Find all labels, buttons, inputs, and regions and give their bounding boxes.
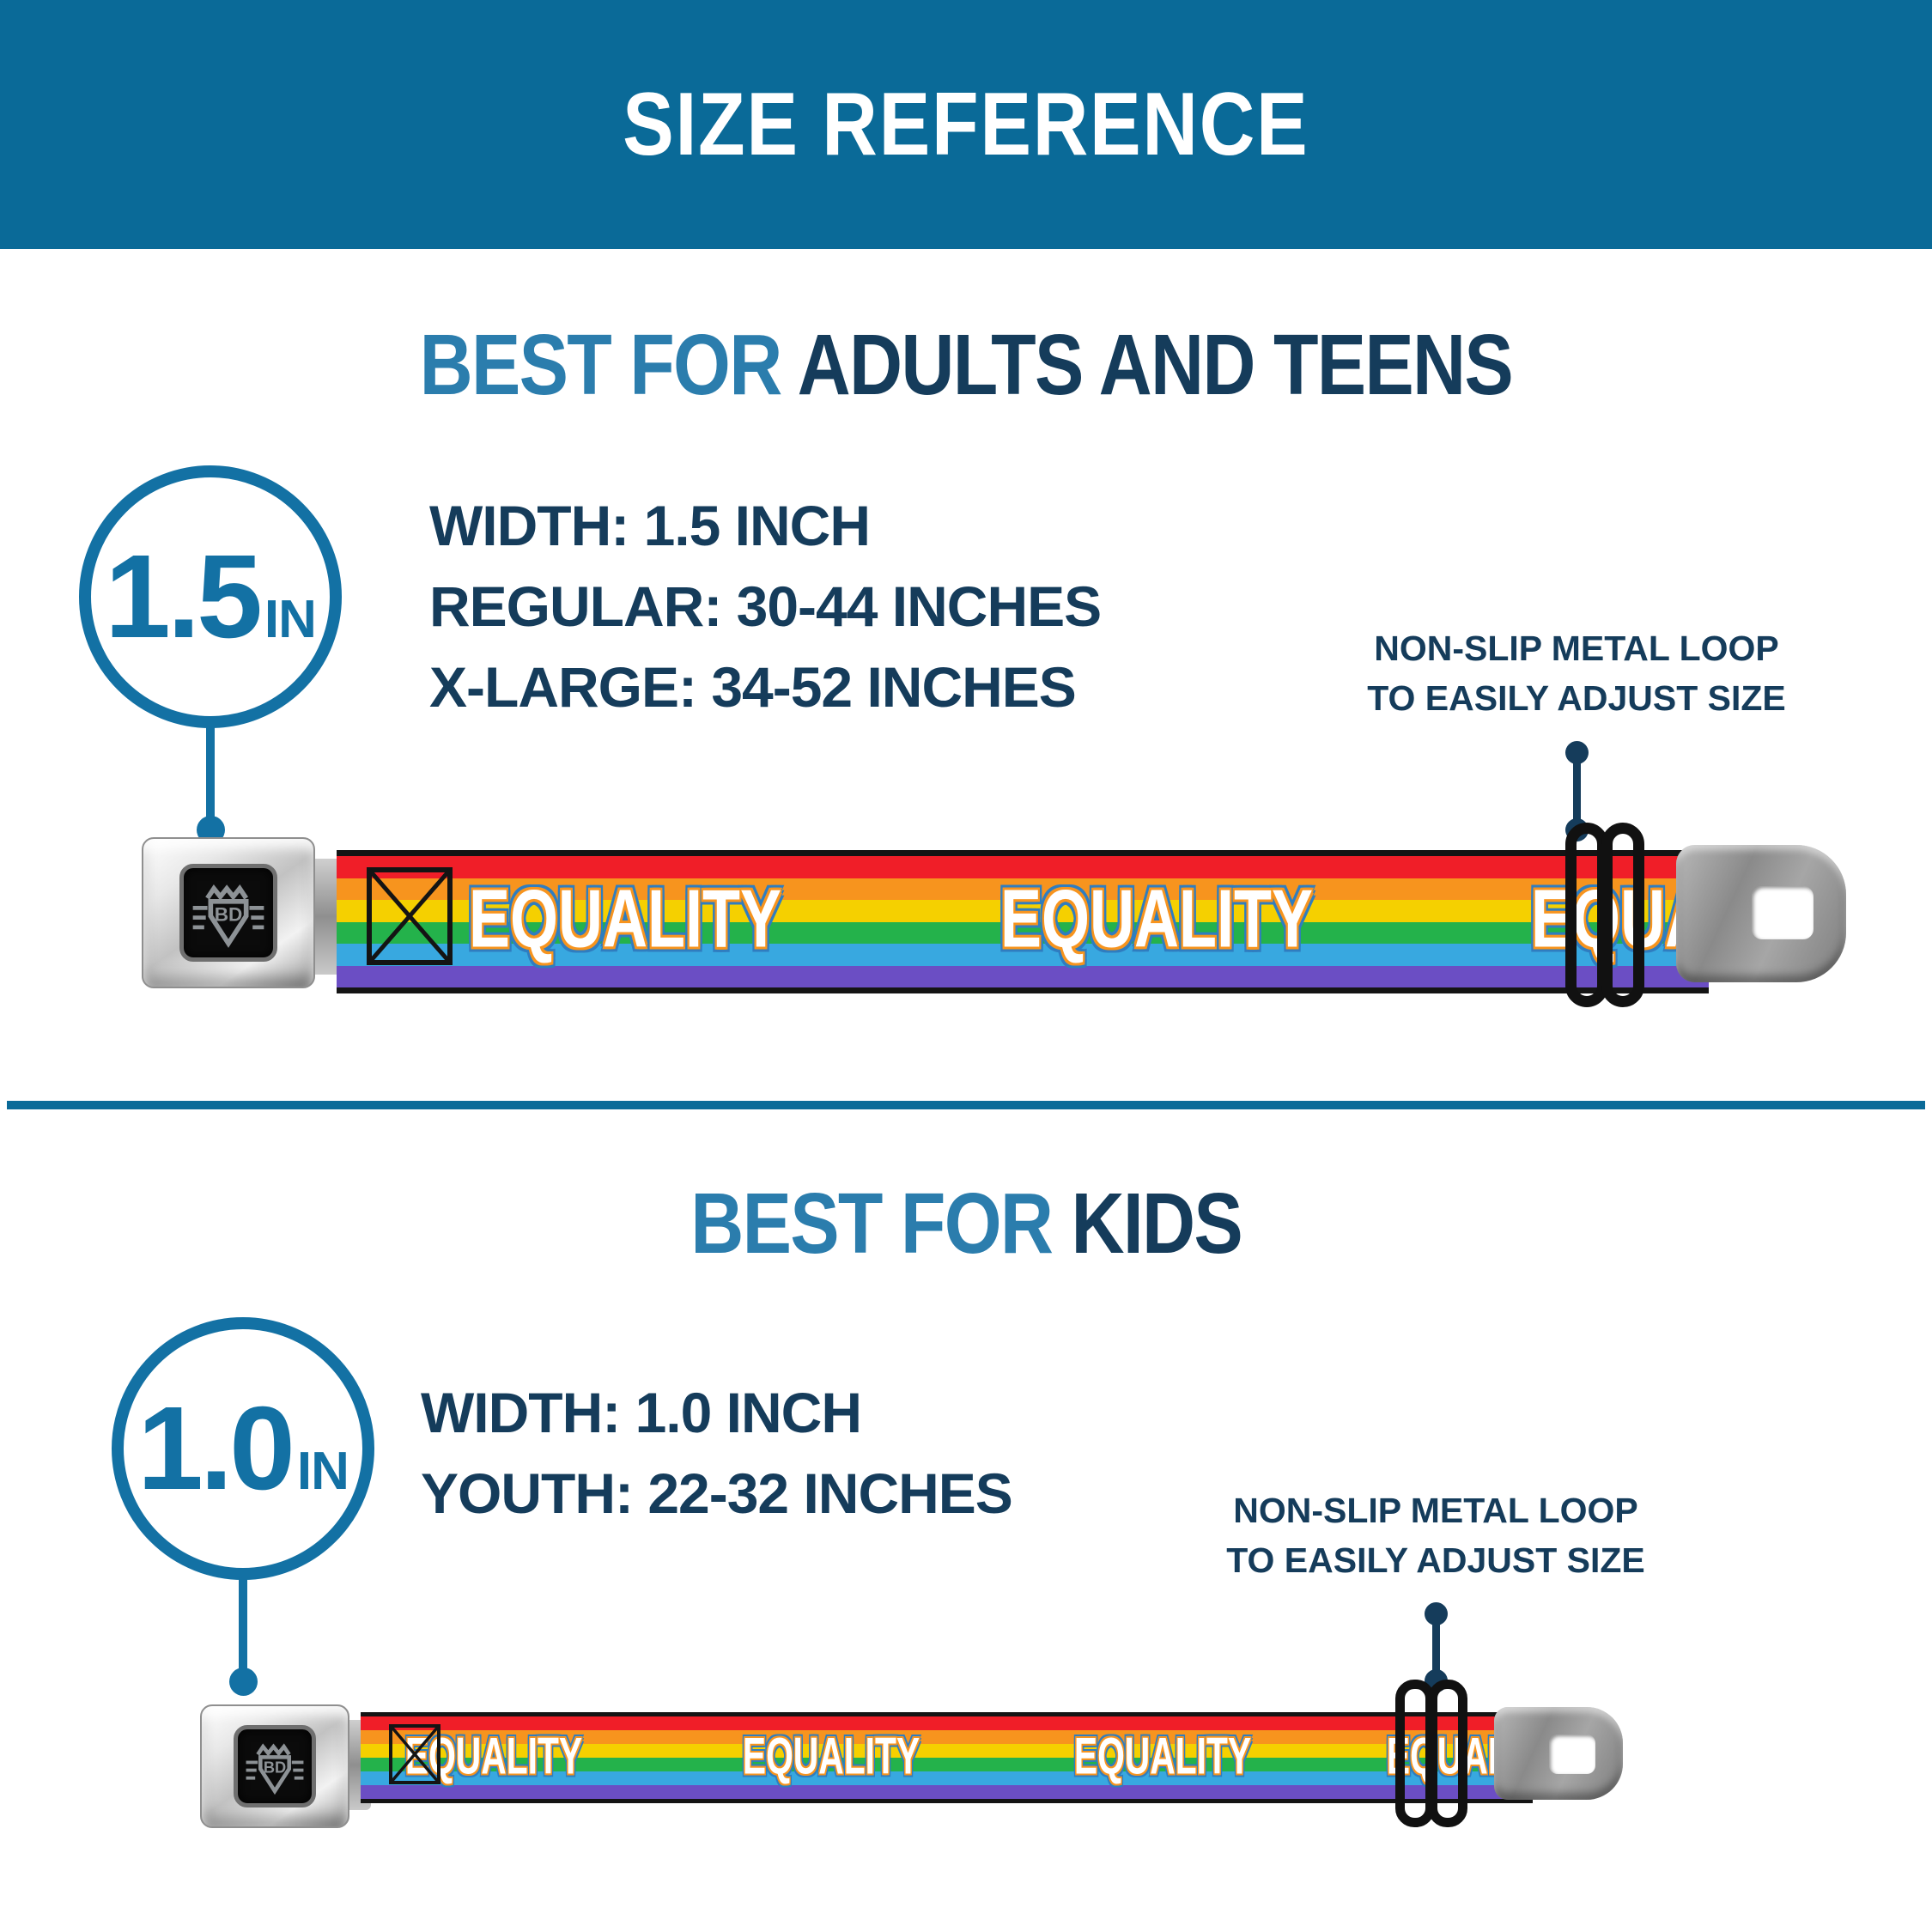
spec-list-kids: WIDTH: 1.0 INCH YOUTH: 22-32 INCHES — [421, 1372, 1013, 1534]
seatbelt-buckle: BD — [142, 837, 315, 988]
tip-hole — [1752, 886, 1814, 939]
callout-pointer-line — [1432, 1621, 1440, 1676]
width-badge-1-0in: 1.0 IN — [112, 1317, 374, 1580]
section-divider — [7, 1101, 1925, 1109]
heading-prefix: BEST FOR — [419, 317, 798, 413]
badge-value: 1.0 — [137, 1382, 295, 1515]
spec-width: WIDTH: 1.0 INCH — [421, 1381, 862, 1444]
badge-pointer-line — [239, 1577, 247, 1671]
callout-line1: NON-SLIP METAL LOOP — [1374, 629, 1779, 668]
heading-prefix: BEST FOR — [690, 1176, 1072, 1272]
belt-print-text: EQUALITY — [468, 872, 782, 965]
heading-rest: KIDS — [1071, 1176, 1242, 1272]
callout-line2: TO EASILY ADJUST SIZE — [1226, 1540, 1645, 1580]
belt-print-text: EQUALITY — [999, 872, 1314, 965]
stripe-yellow — [337, 900, 1709, 922]
section-adults-heading-text: BEST FOR ADULTS AND TEENS — [419, 316, 1514, 415]
page-title: SIZE REFERENCE — [0, 0, 1932, 249]
stitch-box-icon — [367, 867, 453, 965]
stripe-green — [361, 1758, 1533, 1771]
callout-pointer-line — [1573, 759, 1581, 824]
belt-print-text: EQUALITY — [742, 1727, 920, 1785]
spec-list-adults: WIDTH: 1.5 INCH REGULAR: 30-44 INCHES X-… — [429, 485, 1102, 727]
stripe-orange — [361, 1730, 1533, 1744]
spec-width: WIDTH: 1.5 INCH — [429, 494, 871, 557]
metal-slide-loop — [1395, 1680, 1467, 1827]
callout-line2: TO EASILY ADJUST SIZE — [1367, 678, 1786, 718]
stripe-yellow — [361, 1744, 1533, 1758]
spec-xlarge: X-LARGE: 34-52 INCHES — [429, 655, 1077, 719]
header-bar: SIZE REFERENCE — [0, 0, 1932, 249]
heading-rest: ADULTS AND TEENS — [797, 317, 1514, 413]
buckle-logo-window: BD — [234, 1725, 316, 1807]
stripe-green — [337, 921, 1709, 944]
rainbow-stripes — [361, 1716, 1533, 1799]
metal-loop-callout-kids: NON-SLIP METAL LOOP TO EASILY ADJUST SIZ… — [1212, 1485, 1659, 1585]
page-title-text: SIZE REFERENCE — [623, 75, 1309, 174]
stripe-purple — [337, 965, 1709, 987]
belt-webbing-adults: EQUALITY EQUALITY EQUALITY — [337, 850, 1709, 993]
stripe-blue — [337, 944, 1709, 966]
badge-unit: IN — [264, 589, 317, 649]
stripe-red — [361, 1716, 1533, 1730]
stripe-orange — [337, 878, 1709, 900]
loop-bar-right — [1428, 1680, 1467, 1827]
seatbelt-buckle: BD — [200, 1704, 349, 1828]
badge-value: 1.5 — [105, 530, 263, 663]
badge-pointer-dot — [229, 1668, 258, 1696]
brand-monogram: BD — [215, 903, 243, 925]
loop-bar-right — [1601, 823, 1644, 1007]
belt-print-text: EQUALITY — [404, 1727, 583, 1785]
tip-hole — [1549, 1735, 1595, 1774]
buckle-logo-window: BD — [179, 864, 277, 962]
belt-webbing-kids: EQUALITY EQUALITY EQUALITY EQUALITY — [361, 1712, 1533, 1803]
section-adults-heading: BEST FOR ADULTS AND TEENS — [0, 316, 1932, 415]
metal-loop-callout-adults: NON-SLIP METAL LOOP TO EASILY ADJUST SIZ… — [1353, 623, 1800, 723]
brand-shield-icon: BD — [246, 1743, 304, 1795]
rainbow-stripes — [337, 856, 1709, 987]
spec-regular: REGULAR: 30-44 INCHES — [429, 574, 1102, 638]
stripe-red — [337, 856, 1709, 878]
belt-metal-tip — [1494, 1707, 1623, 1800]
callout-line1: NON-SLIP METAL LOOP — [1233, 1491, 1638, 1530]
section-kids-heading: BEST FOR KIDS — [0, 1175, 1932, 1273]
brand-monogram: BD — [264, 1759, 286, 1777]
stripe-blue — [361, 1771, 1533, 1785]
badge-pointer-line — [206, 726, 215, 822]
stripe-purple — [361, 1785, 1533, 1799]
metal-slide-loop — [1565, 823, 1644, 1007]
belt-print-text: EQUALITY — [1073, 1727, 1252, 1785]
section-kids-heading-text: BEST FOR KIDS — [690, 1175, 1243, 1273]
stitch-box-icon — [389, 1724, 440, 1784]
badge-unit: IN — [296, 1441, 349, 1501]
width-badge-1-5in: 1.5 IN — [79, 465, 342, 728]
spec-youth: YOUTH: 22-32 INCHES — [421, 1461, 1013, 1525]
brand-shield-icon: BD — [192, 884, 264, 948]
belt-metal-tip — [1676, 845, 1846, 982]
